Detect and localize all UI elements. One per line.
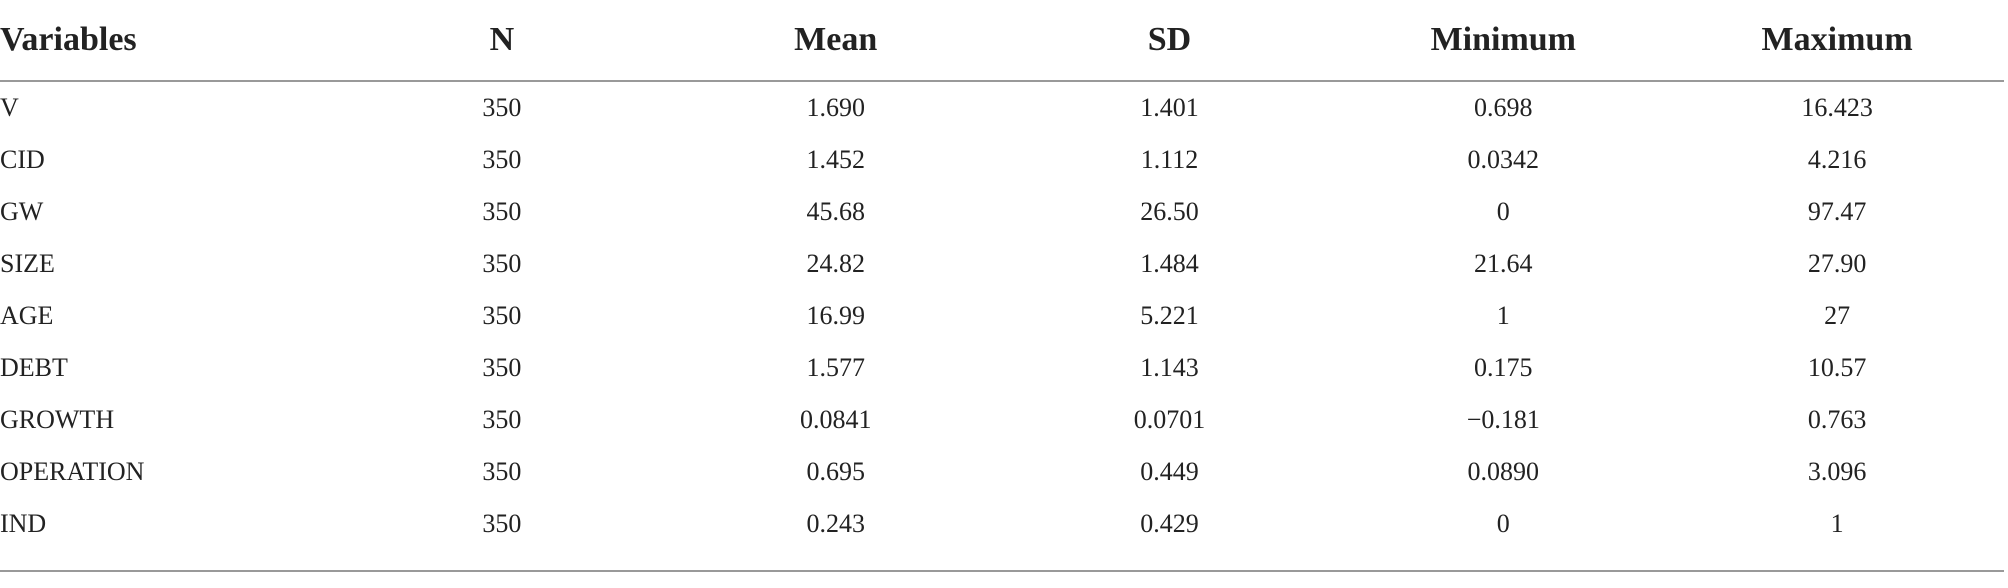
table-cell: 350 [482, 405, 522, 434]
table-cell: 24.82 [806, 249, 865, 278]
table-cell: 0.243 [668, 498, 1003, 572]
table-cell: 350 [482, 197, 522, 226]
table-cell: 0.0342 [1467, 145, 1540, 174]
table-row: OPERATION 350 0.695 0.449 0.0890 3.096 [0, 446, 2004, 498]
table-cell: 1.143 [1140, 353, 1199, 382]
table-row: IND 350 0.243 0.429 0 1 [0, 498, 2004, 572]
table-cell: 0.698 [1474, 93, 1533, 122]
table-cell: 350 [482, 249, 522, 278]
column-header: Mean [668, 0, 1003, 82]
table-cell: 0.0701 [1133, 405, 1206, 434]
table-row: GW 350 45.68 26.50 0 97.47 [0, 186, 2004, 238]
table-cell: 0 [1496, 197, 1510, 226]
table-row: DEBT 350 1.577 1.143 0.175 10.57 [0, 342, 2004, 394]
table-cell: 0.0841 [799, 405, 872, 434]
table-cell: 1.690 [806, 93, 865, 122]
table-cell: 45.68 [806, 197, 865, 226]
variable-name: CID [0, 145, 45, 174]
table-cell: 27 [1824, 301, 1851, 330]
variable-name: GROWTH [0, 405, 115, 434]
table-body: V 350 1.690 1.401 0.698 16.423 CID 350 1.452 1.11… [0, 81, 2004, 572]
table-cell: 350 [482, 457, 522, 486]
table-cell: 97.47 [1807, 197, 1867, 226]
table-cell: 0.0890 [1467, 457, 1540, 486]
table-cell: 16.99 [806, 301, 865, 330]
variable-name: OPERATION [0, 457, 145, 486]
variable-name: AGE [0, 301, 54, 330]
table-cell: 21.64 [1474, 249, 1533, 278]
table-cell: 0.175 [1474, 353, 1533, 382]
table-cell: 0 [1336, 498, 1671, 572]
table-cell: 10.57 [1807, 353, 1867, 382]
table-row: CID 350 1.452 1.112 0.0342 4.216 [0, 134, 2004, 186]
table-cell: 1.577 [806, 353, 865, 382]
table-cell: 27.90 [1807, 249, 1867, 278]
variable-name: SIZE [0, 249, 55, 278]
column-header: Variables [0, 0, 335, 82]
table-cell: 26.50 [1140, 197, 1199, 226]
table-row: AGE 350 16.99 5.221 1 27 [0, 290, 2004, 342]
column-header: N [335, 0, 669, 82]
table-cell: −0.181 [1466, 405, 1540, 434]
table-cell: 1 [1670, 498, 2004, 572]
table-cell: 0.695 [806, 457, 865, 486]
table-cell: 1.452 [806, 145, 865, 174]
table-cell: 0.429 [1002, 498, 1337, 572]
table-cell: 5.221 [1140, 301, 1199, 330]
table-cell: 4.216 [1807, 145, 1867, 174]
table-cell: 1.401 [1140, 93, 1199, 122]
column-header: Maximum [1670, 0, 2004, 82]
table-cell: 350 [335, 498, 669, 572]
table-cell: 350 [482, 93, 522, 122]
table-cell: 1.112 [1140, 145, 1199, 174]
table-cell: 350 [482, 145, 522, 174]
table-cell: 350 [482, 353, 522, 382]
header-row: Variables N Mean SD Minimum Maximum [0, 0, 2004, 82]
variable-name: V [0, 93, 19, 122]
variable-name: DEBT [0, 353, 68, 382]
descriptive-statistics-table: Variables N Mean SD Minimum Maximum V 350 1.690… [0, 0, 2004, 572]
table-cell: 0.763 [1807, 405, 1867, 434]
table-row: GROWTH 350 0.0841 0.0701 −0.181 0.763 [0, 394, 2004, 446]
table-cell: 16.423 [1801, 93, 1873, 122]
table-cell: 3.096 [1807, 457, 1867, 486]
table-header: Variables N Mean SD Minimum Maximum [0, 0, 2004, 82]
table-cell: 1 [1496, 301, 1510, 330]
table-row: SIZE 350 24.82 1.484 21.64 27.90 [0, 238, 2004, 290]
table-cell: 1.484 [1140, 249, 1199, 278]
column-header: SD [1002, 0, 1337, 82]
table-cell: 350 [482, 301, 522, 330]
variable-name: GW [0, 197, 44, 226]
column-header: Minimum [1336, 0, 1671, 82]
table-cell: 0.449 [1140, 457, 1199, 486]
table-row: V 350 1.690 1.401 0.698 16.423 [0, 81, 2004, 134]
variable-name: IND [0, 498, 335, 572]
